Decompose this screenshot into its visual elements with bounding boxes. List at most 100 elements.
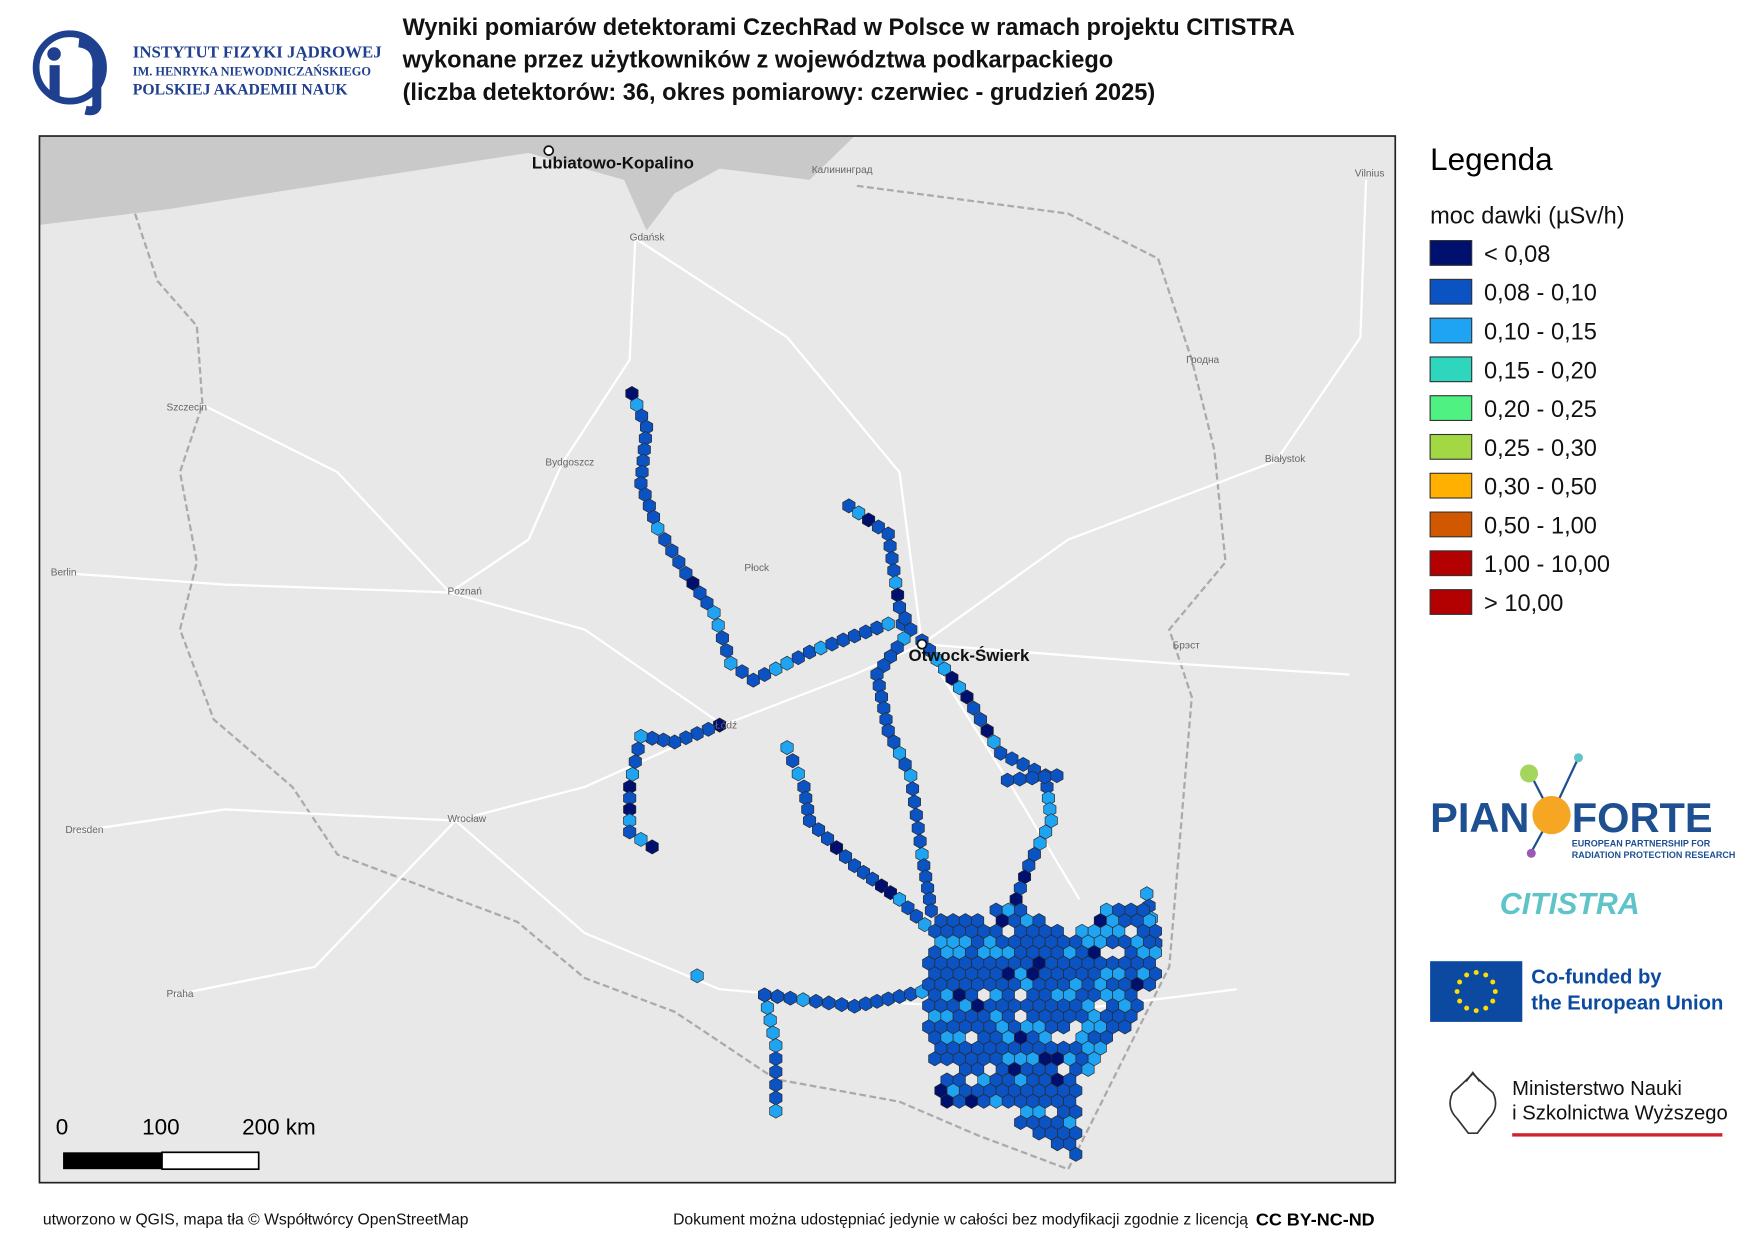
legend-label: 0,15 - 0,20 (1484, 358, 1597, 384)
place-marker (543, 145, 555, 156)
eu-star (1473, 1008, 1479, 1014)
road (921, 459, 1277, 646)
hex-cell (839, 849, 853, 865)
hex-cell (770, 989, 784, 1004)
hex-cell (890, 640, 904, 656)
eu-star (1454, 989, 1460, 995)
legend: < 0,08 0,08 - 0,10 0,10 - 0,15 0,15 - 0,20 0… (1429, 240, 1610, 617)
hex-cell (1016, 756, 1030, 772)
hex-cell (883, 649, 898, 665)
hex-cell (1081, 1061, 1095, 1077)
hex-cell (822, 995, 836, 1011)
hex-cell (679, 730, 693, 746)
hex-cell (1118, 1019, 1132, 1035)
ministry-text: i Szkolnictwa Wyższego (1512, 1103, 1728, 1125)
city-label: Płock (744, 563, 770, 574)
map-frame (38, 135, 1397, 1184)
hex-cell (1142, 976, 1156, 992)
scale-label: 100 (142, 1114, 180, 1139)
scale-bar (161, 1151, 260, 1171)
hex-cell (693, 585, 707, 601)
legend-swatch (1429, 511, 1473, 538)
hex-cell (952, 680, 966, 696)
institute-name: INSTYTUT FIZYKI JĄDROWEJ (133, 42, 382, 61)
sea (39, 136, 855, 231)
hex-cell (625, 766, 640, 782)
hex-cell (901, 900, 915, 916)
legend-swatch (1429, 550, 1473, 577)
hex-cell (713, 717, 727, 733)
hex-cell (862, 512, 876, 528)
hex-cell (871, 519, 885, 535)
road (73, 808, 456, 834)
ministry-logo: Ministerstwo Nauki i Szkolnictwa Wyższeg… (1449, 1071, 1728, 1137)
hex-cell (909, 908, 923, 924)
city-label: Брэст (1173, 641, 1200, 652)
city-label: Szczecin (167, 402, 207, 413)
hex-cell (980, 723, 994, 739)
eu-star (1490, 979, 1496, 985)
hex-cell (904, 622, 918, 638)
hex-cell (987, 734, 1001, 750)
legend-swatch (1429, 356, 1473, 383)
city-label: Poznań (448, 587, 482, 598)
eu-star (1473, 969, 1479, 975)
legend-label: 0,10 - 0,15 (1484, 320, 1597, 346)
hex-cell (665, 543, 679, 559)
road (1275, 179, 1368, 462)
city-label: Wrocław (448, 814, 487, 825)
legend-swatch (1429, 317, 1473, 344)
hex-cell (897, 631, 911, 647)
hex-cell (707, 605, 721, 621)
hex-cell (812, 822, 826, 838)
hex-cell (760, 1000, 774, 1015)
hex-cell (686, 575, 700, 591)
city-label: Łódź (715, 720, 737, 731)
footer-text: utworzono w QGIS, mapa tła © Współtwórcy… (43, 1211, 469, 1228)
land (39, 136, 1396, 1183)
road (634, 237, 924, 645)
title: (liczba detektorów: 36, okres pomiarowy:… (403, 80, 1156, 106)
ifj-logo: INSTYTUT FIZYKI JĄDROWEJ IM. HENRYKA NIE… (32, 30, 382, 116)
hex-cell (973, 712, 987, 727)
legend-label: 0,50 - 1,00 (1484, 513, 1597, 539)
logo-text: PIAN (1430, 794, 1529, 841)
hex-cell (1069, 1146, 1083, 1162)
eu-star (1464, 972, 1470, 978)
hex-cell (918, 917, 932, 933)
hex-cell (711, 617, 725, 633)
hex-cell (724, 655, 738, 671)
legend-swatch (1429, 472, 1473, 499)
road (201, 403, 923, 727)
hex-cell (791, 766, 805, 782)
legend-swatch (1429, 240, 1473, 266)
hex-cell (892, 891, 907, 907)
footer-text: Dokument można udostępniać jedynie w cał… (673, 1211, 1248, 1228)
hex-cell (960, 689, 974, 705)
citistra-logo: CITISTRA (1500, 888, 1640, 921)
hex-cell (780, 740, 794, 756)
legend-label: 0,30 - 0,50 (1484, 475, 1597, 501)
city-label: Białystok (1265, 454, 1306, 465)
eu-text: the European Union (1531, 993, 1723, 1015)
hex-cell (796, 992, 810, 1008)
hex-cell (631, 741, 645, 757)
measurements (623, 385, 1163, 1162)
place-label: Otwock-Świerk (908, 646, 1029, 665)
institute-name: IM. HENRYKA NIEWODNICZAŃSKIEGO (133, 64, 372, 78)
hex-cell (803, 813, 817, 829)
logo-text: RADIATION PROTECTION RESEARCH (1572, 850, 1736, 860)
scale-label: 200 km (242, 1114, 316, 1139)
city-label: Калининград (812, 165, 873, 176)
city-label: Gdańsk (630, 233, 666, 244)
hex-cell (821, 831, 835, 847)
hex-cell (634, 831, 648, 847)
hex-cell (769, 1103, 783, 1119)
hex-cell (1050, 768, 1064, 784)
logo-text: EUROPEAN PARTNERSHIP FOR (1572, 839, 1711, 849)
scale-bar (63, 1152, 163, 1170)
hex-cell (735, 664, 749, 680)
place-marker (916, 638, 928, 650)
city-label: Praha (167, 989, 194, 1000)
